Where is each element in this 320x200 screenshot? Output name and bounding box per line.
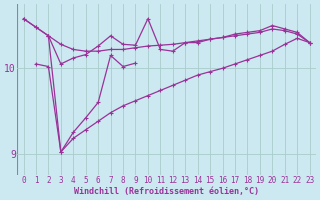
X-axis label: Windchill (Refroidissement éolien,°C): Windchill (Refroidissement éolien,°C) <box>74 187 259 196</box>
